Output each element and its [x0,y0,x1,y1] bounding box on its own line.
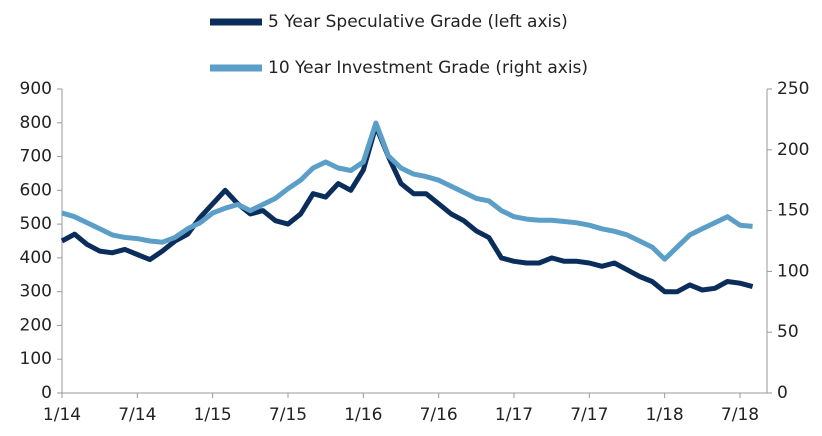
y-tick-label: 300 [20,282,52,302]
y-tick-label: 200 [20,315,52,335]
y-tick-label: 0 [41,383,52,403]
y2-tick-label: 100 [777,261,809,281]
y2-tick-label: 150 [777,201,809,221]
legend-label: 10 Year Investment Grade (right axis) [268,58,588,78]
x-tick-label: 7/15 [269,405,307,425]
x-tick-label: 1/16 [344,405,382,425]
y2-tick-label: 0 [777,383,788,403]
x-tick-label: 1/18 [646,405,684,425]
x-tick-label: 7/18 [721,405,759,425]
y2-tick-label: 50 [777,322,799,342]
x-tick-label: 7/17 [570,405,608,425]
y2-tick-label: 200 [777,140,809,160]
x-tick-label: 1/17 [495,405,533,425]
x-tick-label: 1/15 [194,405,232,425]
y-tick-label: 800 [20,113,52,133]
y-tick-label: 700 [20,147,52,167]
x-tick-label: 1/14 [43,405,81,425]
x-tick-label: 7/16 [420,405,458,425]
series-line [60,123,754,295]
legend-label: 5 Year Speculative Grade (left axis) [268,12,568,32]
x-tick-label: 7/14 [118,405,156,425]
y-tick-label: 600 [20,180,52,200]
y-tick-label: 400 [20,248,52,268]
y2-tick-label: 250 [777,79,809,99]
series-line [61,120,753,262]
y-tick-label: 900 [20,79,52,99]
y-tick-label: 500 [20,214,52,234]
y-tick-label: 100 [20,349,52,369]
